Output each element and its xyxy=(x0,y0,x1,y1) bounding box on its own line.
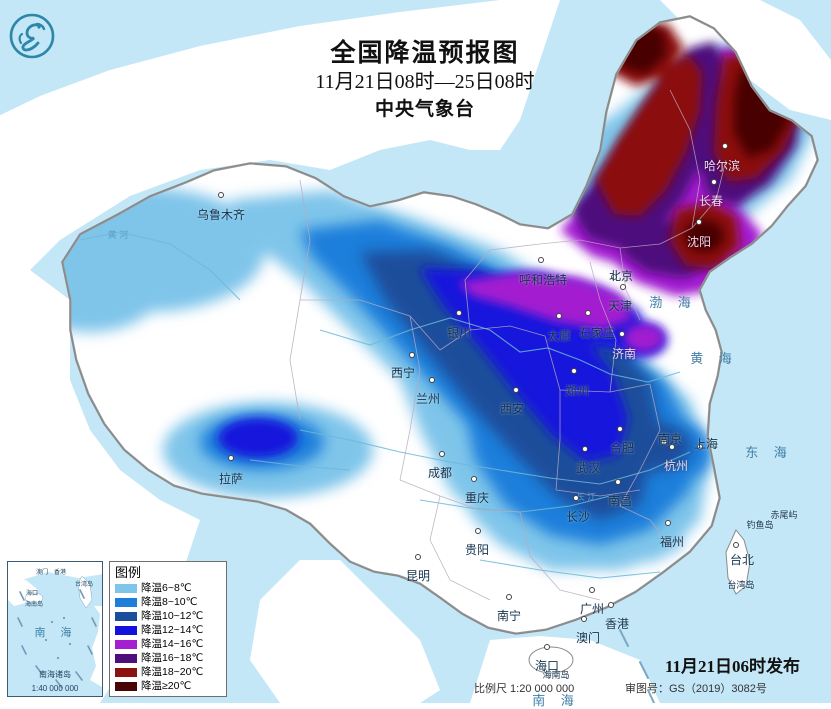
legend-swatch xyxy=(115,583,137,593)
city-dot-nanning xyxy=(506,594,512,600)
svg-text:香港: 香港 xyxy=(54,568,66,576)
city-dot-shanghai xyxy=(697,444,703,450)
legend-title: 图例 xyxy=(115,565,142,580)
legend-label: 降温12~14℃ xyxy=(141,623,204,636)
inset-map-svg: 南 海 海南岛 海口 台湾岛 香港 澳门 xyxy=(8,562,102,696)
city-dot-hongkong xyxy=(608,602,614,608)
inset-title: 南海诸岛 xyxy=(39,670,71,679)
legend-item: 降温10~12℃ xyxy=(115,609,222,623)
city-dot-changsha xyxy=(573,495,579,501)
legend-swatch xyxy=(115,667,137,677)
legend-label: 降温16~18℃ xyxy=(141,651,204,664)
legend-item: 降温16~18℃ xyxy=(115,651,222,665)
legend-swatch xyxy=(115,611,137,621)
legend-label: 降温18~20℃ xyxy=(141,665,204,678)
city-dot-shenyang xyxy=(696,219,702,225)
city-dot-lhasa xyxy=(228,455,234,461)
svg-text:南 海: 南 海 xyxy=(34,625,77,639)
city-dot-haikou xyxy=(544,644,550,650)
svg-text:海南岛: 海南岛 xyxy=(25,600,43,608)
map-scale: 比例尺 1:20 000 000 xyxy=(474,683,575,695)
legend-item: 降温14~16℃ xyxy=(115,637,222,651)
city-dot-nanjing xyxy=(661,439,667,445)
legend-label: 降温≥20℃ xyxy=(141,679,192,692)
city-dot-harbin xyxy=(722,143,728,149)
approval-number: 审图号：GS（2019）3082号 xyxy=(625,683,767,695)
city-dot-hangzhou xyxy=(669,444,675,450)
cma-dragon-logo xyxy=(9,13,55,59)
legend-swatch xyxy=(115,653,137,663)
city-dot-nanchang xyxy=(615,479,621,485)
legend-swatch xyxy=(115,597,137,607)
city-dot-zhengzhou xyxy=(571,368,577,374)
legend-swatch xyxy=(115,681,137,691)
svg-text:海口: 海口 xyxy=(26,589,38,597)
city-dot-beijing xyxy=(611,274,617,280)
china-national-border xyxy=(61,15,819,635)
city-dot-yinchuan xyxy=(456,310,462,316)
legend-item: 降温8~10℃ xyxy=(115,595,222,609)
legend-item: 降温12~14℃ xyxy=(115,623,222,637)
legend-item: 降温6~8℃ xyxy=(115,581,222,595)
legend-box: 图例 降温6~8℃ 降温8~10℃ 降温10~12℃ 降温12~14℃ 降温14~16℃… xyxy=(109,561,227,697)
svg-text:台湾岛: 台湾岛 xyxy=(75,580,93,588)
city-dot-changchun xyxy=(711,179,717,185)
city-dot-shijiazhuang xyxy=(585,310,591,316)
city-dot-chongqing xyxy=(471,476,477,482)
south-china-sea-inset[interactable]: 南 海 海南岛 海口 台湾岛 香港 澳门 南海诸岛 1:40 000 000 xyxy=(7,561,103,697)
city-dot-guangzhou xyxy=(589,587,595,593)
city-dot-xining xyxy=(409,352,415,358)
city-dot-taipei xyxy=(733,542,739,548)
city-dot-kunming xyxy=(415,554,421,560)
legend-label: 降温8~10℃ xyxy=(141,595,198,608)
city-dot-urumqi xyxy=(218,192,224,198)
legend-label: 降温6~8℃ xyxy=(141,581,192,594)
legend-swatch xyxy=(115,625,137,635)
city-dot-xian xyxy=(513,387,519,393)
city-dot-fuzhou xyxy=(665,520,671,526)
inset-scale: 1:40 000 000 xyxy=(31,684,79,693)
province-boundaries xyxy=(289,89,727,601)
legend-item: 降温18~20℃ xyxy=(115,665,222,679)
legend-swatch xyxy=(115,639,137,649)
city-dot-chengdu xyxy=(439,451,445,457)
legend-item: 降温≥20℃ xyxy=(115,679,222,693)
city-dot-lanzhou xyxy=(429,377,435,383)
issue-time: 11月21日06时发布 xyxy=(665,657,801,676)
taiwan-island xyxy=(725,529,751,595)
hainan-island xyxy=(528,646,574,674)
city-dot-wuhan xyxy=(582,446,588,452)
city-dot-jinan xyxy=(619,331,625,337)
svg-text:澳门: 澳门 xyxy=(36,568,48,576)
city-dot-taiyuan xyxy=(556,313,562,319)
sea-boundary-dashes xyxy=(619,629,655,703)
legend-label: 降温10~12℃ xyxy=(141,609,204,622)
city-dot-guiyang xyxy=(475,528,481,534)
city-dot-macau xyxy=(581,616,587,622)
city-dot-hefei xyxy=(617,426,623,432)
legend-label: 降温14~16℃ xyxy=(141,637,204,650)
city-dot-hohhot xyxy=(538,257,544,263)
city-dot-tianjin xyxy=(620,284,626,290)
legend-rows: 降温6~8℃ 降温8~10℃ 降温10~12℃ 降温12~14℃ 降温14~16℃ 降温1… xyxy=(115,581,222,693)
